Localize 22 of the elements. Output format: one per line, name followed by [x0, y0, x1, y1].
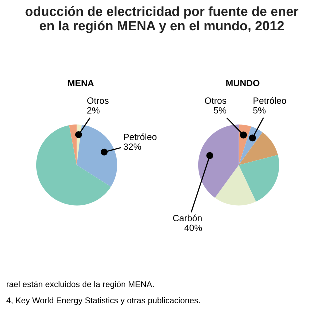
data-label: 40%: [184, 224, 202, 232]
text: rael están excluidos de la región MENA.: [7, 281, 154, 290]
slice-label: Petróleo: [124, 134, 157, 140]
chart-subtitle: MUNDO: [226, 80, 260, 87]
text: 4, Key World Energy Statistics y otras publicaciones.: [6, 297, 200, 306]
pie-slice: [69, 124, 77, 166]
slice-label: Otros: [205, 98, 226, 104]
pie-slice: [198, 124, 239, 198]
pie-slice: [36, 125, 112, 206]
pie-slice: [238, 132, 278, 166]
chart-title: oducción de electricidad por fuente de ener en la región MENA y en el mundo, 2012: [26, 6, 299, 34]
chart-subtitle: MENA: [68, 80, 94, 86]
pie-slice: [238, 155, 280, 202]
data-label: 2%: [88, 107, 100, 114]
slice-label: Carbón: [173, 214, 202, 222]
pie-slice: [76, 125, 118, 187]
pie-slice: [215, 165, 256, 206]
data-label: 32%: [124, 144, 142, 150]
slice-label: Otros: [88, 98, 109, 104]
data-label: 5%: [214, 107, 226, 114]
data-label: 5%: [253, 107, 266, 114]
slice-label: Petróleo: [254, 97, 286, 104]
